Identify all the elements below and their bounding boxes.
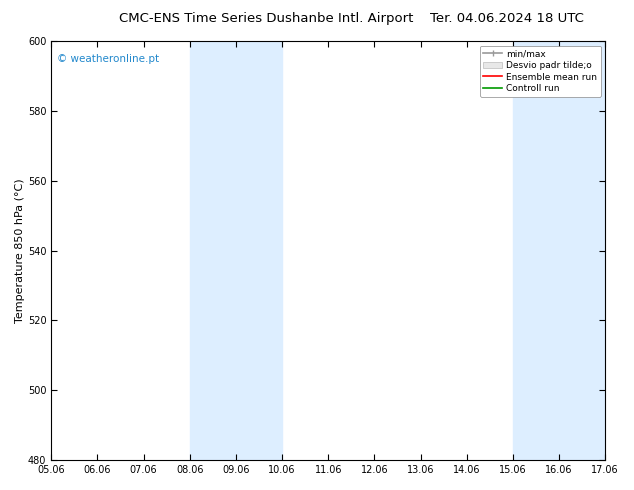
Bar (190, 41, 282, 460)
Text: © weatheronline.pt: © weatheronline.pt (57, 53, 159, 64)
Bar (513, 41, 605, 460)
Text: CMC-ENS Time Series Dushanbe Intl. Airport: CMC-ENS Time Series Dushanbe Intl. Airpo… (119, 12, 413, 25)
Legend: min/max, Desvio padr tilde;o, Ensemble mean run, Controll run: min/max, Desvio padr tilde;o, Ensemble m… (480, 46, 600, 97)
Text: Ter. 04.06.2024 18 UTC: Ter. 04.06.2024 18 UTC (430, 12, 584, 25)
Y-axis label: Temperature 850 hPa (°C): Temperature 850 hPa (°C) (15, 178, 25, 323)
